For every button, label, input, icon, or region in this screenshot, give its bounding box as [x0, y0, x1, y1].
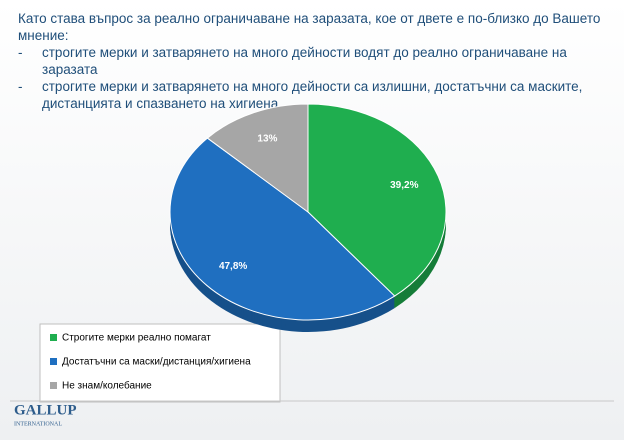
pie-slice [206, 103, 309, 213]
legend-label: Строгите мерки реално помагат [62, 333, 211, 344]
chart-title: Като става въпрос за реално ограничаване… [18, 11, 601, 43]
subtitle-line: строгите мерки и затварянето на много де… [42, 45, 567, 77]
data-label: 13% [257, 133, 277, 144]
legend-box [39, 323, 281, 403]
dash: - [18, 79, 23, 94]
subtitle-line: строгите мерки и затварянето на много де… [42, 79, 583, 111]
legend-label: Достатъчни са маски/дистанция/хигиена [62, 357, 251, 368]
logo: GALLUP [14, 402, 77, 418]
legend-swatch [50, 334, 57, 341]
logo-sub: INTERNATIONAL [14, 421, 62, 427]
dash: - [18, 45, 23, 60]
legend-swatch [50, 358, 57, 365]
legend-swatch [50, 382, 57, 389]
bullet: - строгите мерки и затварянето на много д… [18, 78, 618, 112]
data-label: 47,8% [219, 261, 247, 272]
title-block: Като става въпрос за реално ограничаване… [18, 10, 618, 112]
pie-slice [169, 137, 396, 321]
data-label: 39,2% [390, 180, 418, 191]
pie-slice [307, 103, 447, 297]
legend-label: Не знам/колебание [62, 380, 152, 392]
bullet: - строгите мерки и затварянето на много д… [18, 44, 618, 78]
